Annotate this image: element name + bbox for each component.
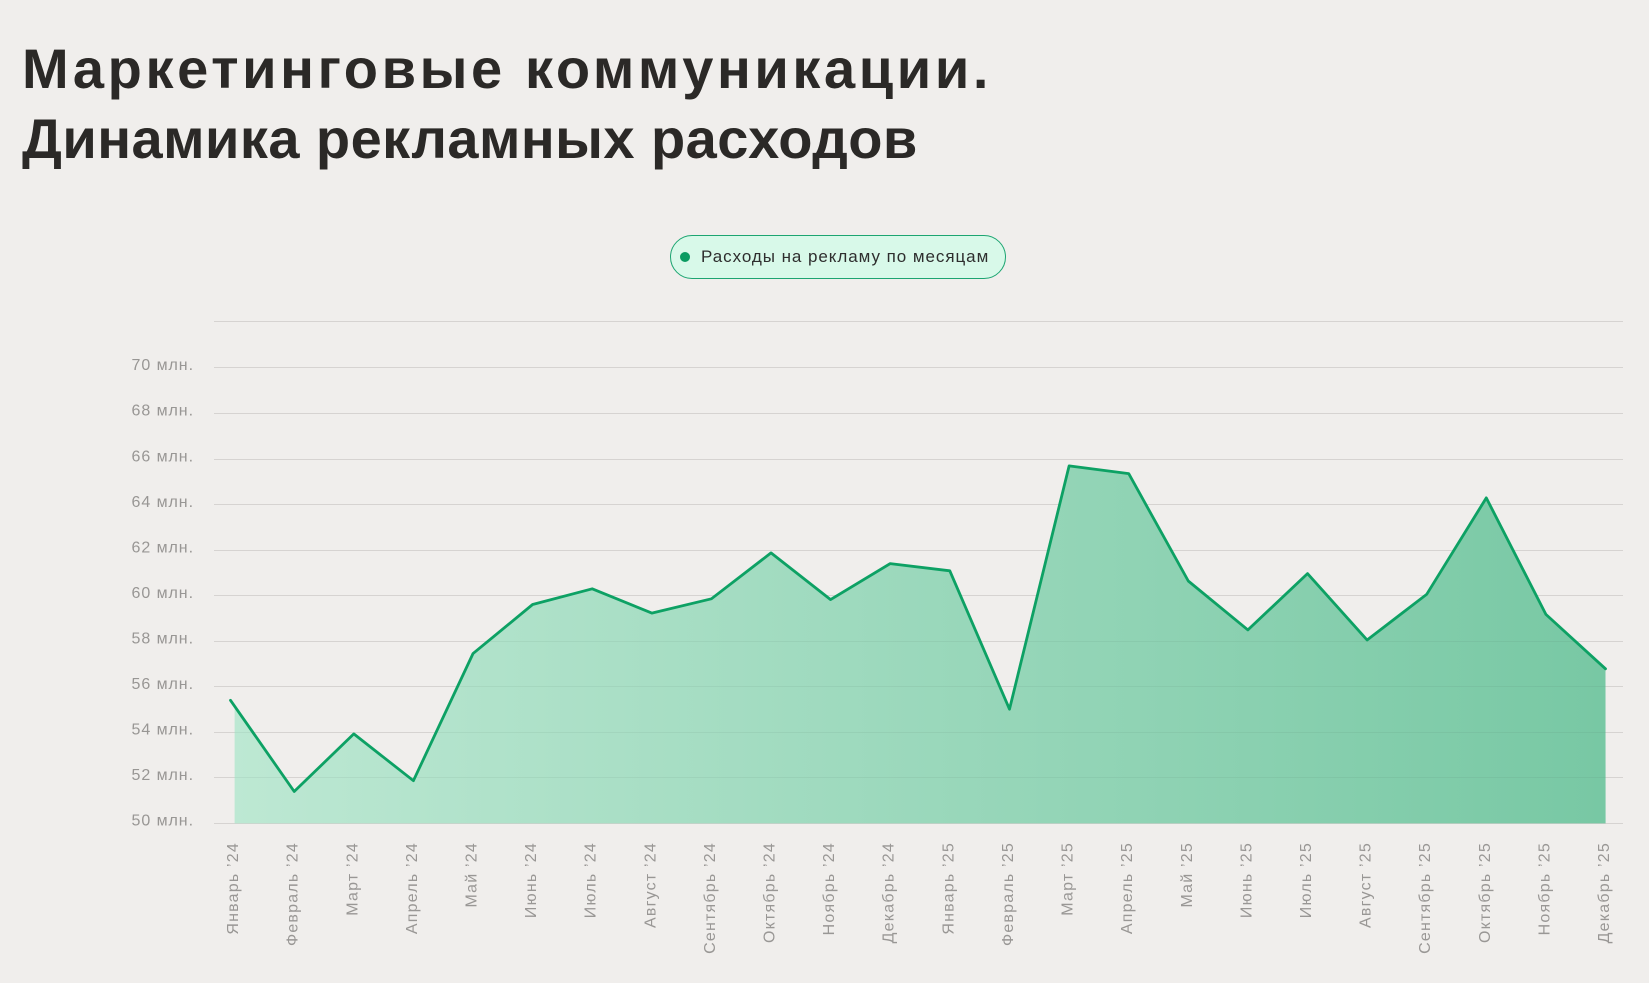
svg-text:Июнь ’25: Июнь ’25 [1238,842,1255,918]
svg-text:Апрель ’25: Апрель ’25 [1119,842,1136,934]
svg-text:56 млн.: 56 млн. [131,676,194,693]
svg-text:Ноябрь ’24: Ноябрь ’24 [821,842,838,935]
svg-text:Октябрь ’24: Октябрь ’24 [762,842,779,943]
svg-text:64 млн.: 64 млн. [131,494,194,511]
svg-text:54 млн.: 54 млн. [131,722,194,739]
svg-text:52 млн.: 52 млн. [131,767,194,784]
svg-text:Май ’25: Май ’25 [1179,842,1196,908]
svg-text:Август ’25: Август ’25 [1358,842,1375,928]
svg-text:Август ’24: Август ’24 [642,842,659,928]
svg-text:62 млн.: 62 млн. [131,539,194,556]
svg-text:Июль ’25: Июль ’25 [1298,842,1315,918]
svg-text:Февраль ’25: Февраль ’25 [1000,842,1017,946]
svg-text:Январь ’25: Январь ’25 [940,842,957,935]
svg-text:68 млн.: 68 млн. [131,403,194,420]
svg-text:Май ’24: Май ’24 [464,842,481,908]
svg-text:Ноябрь ’25: Ноябрь ’25 [1536,842,1553,935]
svg-text:Июль ’24: Июль ’24 [583,842,600,918]
svg-text:Июнь ’24: Июнь ’24 [523,842,540,918]
svg-text:70 млн.: 70 млн. [131,357,194,374]
svg-text:Март ’25: Март ’25 [1060,842,1077,916]
svg-text:58 млн.: 58 млн. [131,631,194,648]
svg-text:Декабрь ’24: Декабрь ’24 [881,842,898,943]
svg-text:Октябрь ’25: Октябрь ’25 [1477,842,1494,943]
svg-text:66 млн.: 66 млн. [131,448,194,465]
svg-text:50 млн.: 50 млн. [131,813,194,830]
svg-text:Апрель ’24: Апрель ’24 [404,842,421,934]
svg-text:Февраль ’24: Февраль ’24 [285,842,302,946]
svg-text:Сентябрь ’25: Сентябрь ’25 [1417,842,1434,954]
svg-text:Декабрь ’25: Декабрь ’25 [1596,842,1613,943]
svg-text:60 млн.: 60 млн. [131,585,194,602]
svg-text:Сентябрь ’24: Сентябрь ’24 [702,842,719,954]
svg-text:Январь ’24: Январь ’24 [225,842,242,935]
svg-text:Март ’24: Март ’24 [344,842,361,916]
